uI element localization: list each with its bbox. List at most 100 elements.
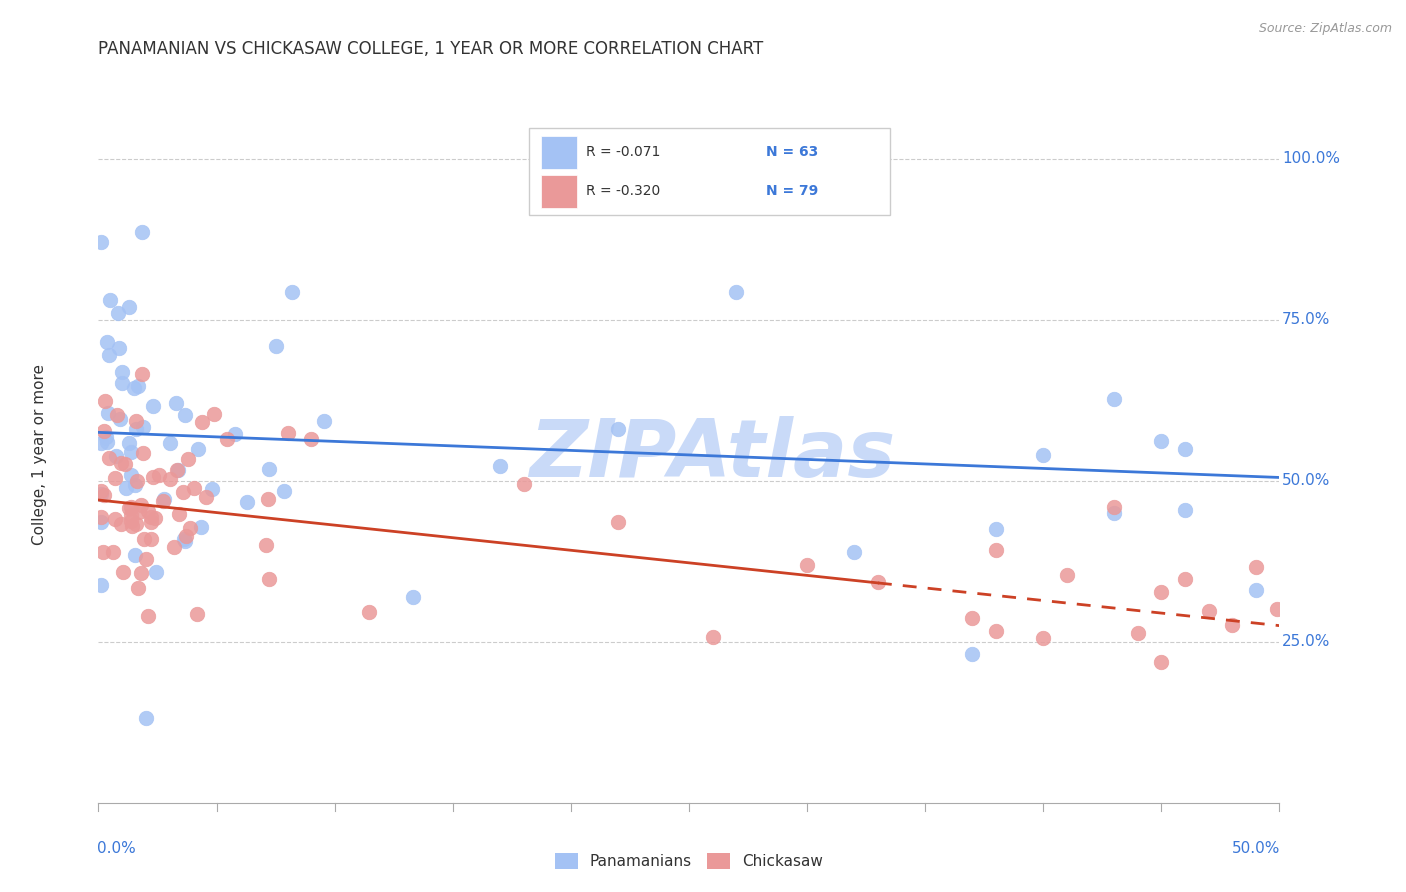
Point — [128, 505, 150, 519]
Point — [159, 435, 181, 450]
Point — [105, 449, 128, 463]
Point — [166, 463, 188, 477]
Point — [131, 225, 153, 239]
Point — [202, 407, 225, 421]
FancyBboxPatch shape — [530, 128, 890, 215]
Point — [91, 545, 114, 559]
Point — [134, 532, 156, 546]
Point — [110, 516, 132, 531]
Point — [1102, 500, 1125, 514]
Point — [120, 514, 142, 528]
Point — [200, 483, 222, 497]
Point — [132, 420, 155, 434]
Point — [844, 544, 866, 558]
Point — [725, 285, 748, 299]
Point — [866, 574, 889, 589]
Point — [264, 339, 287, 353]
Point — [111, 565, 134, 579]
Point — [97, 347, 120, 361]
Text: 50.0%: 50.0% — [1282, 473, 1330, 488]
Point — [312, 414, 335, 428]
Point — [962, 648, 984, 662]
Point — [254, 538, 277, 552]
Point — [145, 566, 167, 580]
Point — [984, 624, 1007, 639]
Text: 50.0%: 50.0% — [1232, 841, 1281, 856]
Point — [1244, 560, 1267, 574]
Point — [127, 378, 149, 392]
Point — [173, 533, 195, 548]
Point — [120, 444, 142, 458]
Point — [183, 482, 205, 496]
Point — [173, 532, 195, 546]
Point — [97, 406, 120, 420]
Point — [273, 483, 295, 498]
Point — [1102, 392, 1125, 406]
Text: R = -0.320: R = -0.320 — [586, 185, 661, 198]
Point — [118, 436, 141, 450]
Point — [217, 432, 239, 446]
Text: 0.0%: 0.0% — [97, 841, 136, 856]
Point — [257, 462, 280, 476]
Point — [120, 508, 142, 522]
Point — [962, 611, 984, 625]
Text: ZIPAtlas: ZIPAtlas — [530, 416, 896, 494]
Text: R = -0.071: R = -0.071 — [586, 145, 661, 160]
Point — [1102, 506, 1125, 520]
Point — [104, 470, 127, 484]
Point — [129, 566, 152, 580]
Point — [139, 509, 162, 524]
Point — [90, 484, 112, 499]
Point — [127, 581, 149, 595]
Point — [702, 630, 724, 644]
Point — [1198, 603, 1220, 617]
Point — [125, 414, 148, 428]
Point — [607, 422, 630, 436]
Point — [1244, 583, 1267, 598]
Point — [121, 519, 143, 533]
Point — [131, 367, 153, 381]
Point — [90, 578, 112, 592]
Point — [96, 335, 118, 350]
Point — [177, 452, 200, 467]
Point — [512, 477, 534, 491]
Point — [167, 508, 190, 522]
Point — [607, 516, 630, 530]
Point — [136, 608, 159, 623]
Point — [142, 399, 165, 413]
Point — [281, 285, 304, 300]
Text: 25.0%: 25.0% — [1282, 634, 1330, 649]
Point — [120, 500, 142, 514]
Point — [98, 293, 121, 307]
Point — [90, 486, 112, 500]
Point — [110, 412, 132, 426]
Point — [111, 365, 134, 379]
Point — [489, 458, 512, 473]
Point — [172, 484, 194, 499]
Point — [110, 456, 132, 470]
Point — [165, 396, 187, 410]
Point — [114, 457, 136, 471]
Point — [277, 426, 299, 441]
Point — [299, 432, 322, 446]
Point — [179, 521, 201, 535]
Point — [117, 300, 139, 314]
Point — [186, 607, 208, 621]
Point — [90, 516, 112, 530]
Point — [143, 511, 166, 525]
Point — [1150, 434, 1173, 448]
Point — [148, 467, 170, 482]
Text: 100.0%: 100.0% — [1282, 151, 1340, 166]
Point — [257, 491, 280, 506]
Point — [194, 490, 217, 504]
Point — [191, 416, 214, 430]
Point — [1150, 585, 1173, 599]
Point — [174, 529, 197, 543]
Point — [402, 590, 425, 604]
Point — [984, 522, 1007, 536]
Point — [153, 492, 176, 507]
Point — [124, 548, 146, 562]
Point — [104, 512, 127, 526]
Point — [105, 408, 128, 422]
Point — [235, 495, 257, 509]
